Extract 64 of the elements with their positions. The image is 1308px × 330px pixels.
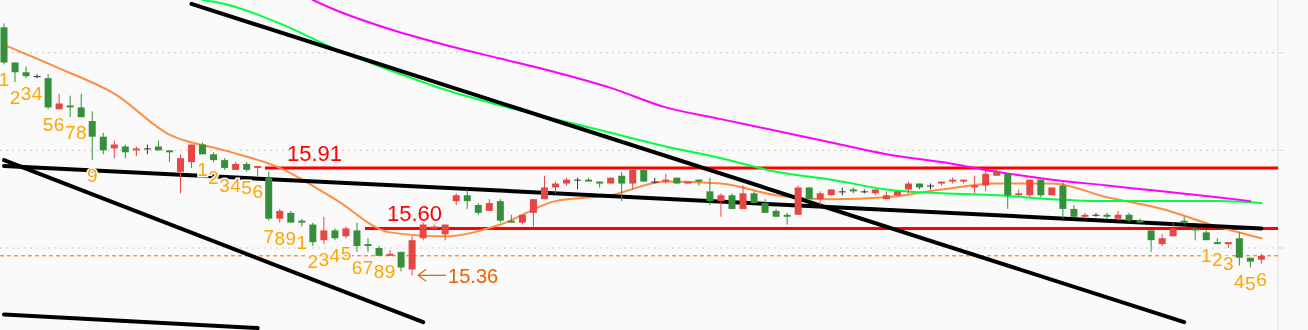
text: 4 bbox=[1234, 270, 1245, 292]
candlestick bbox=[320, 216, 328, 245]
annotation: 15.36 bbox=[448, 265, 499, 288]
candlestick bbox=[309, 222, 317, 247]
text: 4 bbox=[230, 174, 241, 196]
text: 5 bbox=[1245, 272, 1256, 294]
candlestick bbox=[66, 95, 74, 118]
text: 6 bbox=[53, 114, 65, 136]
candlestick bbox=[1004, 173, 1012, 210]
text: 3 bbox=[1223, 252, 1234, 274]
candlestick bbox=[188, 144, 196, 169]
candlestick bbox=[1081, 212, 1089, 218]
text: 6 bbox=[1256, 268, 1267, 290]
candlestick bbox=[386, 249, 394, 257]
candlestick bbox=[364, 237, 372, 253]
text: 7 bbox=[263, 225, 275, 247]
candlestick bbox=[353, 222, 361, 253]
text: 6 bbox=[351, 256, 363, 278]
candlestick bbox=[99, 132, 107, 155]
text: 1 bbox=[1200, 245, 1212, 267]
candlestick bbox=[1092, 212, 1100, 218]
text: 9 bbox=[384, 260, 396, 282]
text: 1 bbox=[0, 69, 10, 91]
candlestick bbox=[695, 179, 703, 186]
candlestick bbox=[1147, 229, 1155, 253]
candlestick bbox=[1103, 212, 1111, 220]
text: 7 bbox=[64, 122, 76, 144]
text: 2 bbox=[9, 87, 21, 109]
text: 4 bbox=[31, 83, 43, 105]
candlestick bbox=[717, 192, 725, 218]
text: 9 bbox=[285, 227, 297, 249]
candlestick bbox=[529, 198, 537, 228]
candlestick bbox=[982, 169, 990, 192]
candlestick bbox=[33, 73, 41, 79]
candlestick bbox=[22, 65, 30, 79]
candlestick bbox=[783, 212, 791, 226]
candlestick bbox=[88, 110, 96, 161]
candlestick bbox=[176, 153, 184, 194]
text: 3 bbox=[20, 83, 32, 105]
text: 2 bbox=[307, 251, 319, 273]
candlestick bbox=[496, 198, 504, 224]
text: 8 bbox=[75, 122, 87, 144]
candlestick bbox=[1114, 210, 1122, 222]
ref-line-label: 15.91 bbox=[287, 140, 343, 166]
candlestick bbox=[11, 61, 19, 83]
text: 3 bbox=[219, 174, 230, 196]
candlestick bbox=[618, 171, 626, 202]
ref-line-label: 15.60 bbox=[387, 201, 443, 227]
candlestick bbox=[463, 188, 471, 210]
candlestick bbox=[1059, 181, 1067, 220]
text: 3 bbox=[318, 249, 330, 271]
candlestick bbox=[739, 185, 747, 210]
text: 8 bbox=[373, 260, 385, 282]
text: 5 bbox=[340, 243, 352, 265]
candlestick bbox=[1136, 218, 1144, 224]
candlestick bbox=[1235, 231, 1243, 267]
candlestick bbox=[706, 177, 714, 206]
text: 8 bbox=[274, 227, 286, 249]
text: 7 bbox=[362, 256, 374, 278]
text: 1 bbox=[296, 231, 308, 253]
candlestick bbox=[143, 144, 151, 155]
text: 5 bbox=[42, 114, 54, 136]
text: 5 bbox=[241, 176, 252, 198]
text: 6 bbox=[252, 180, 263, 202]
